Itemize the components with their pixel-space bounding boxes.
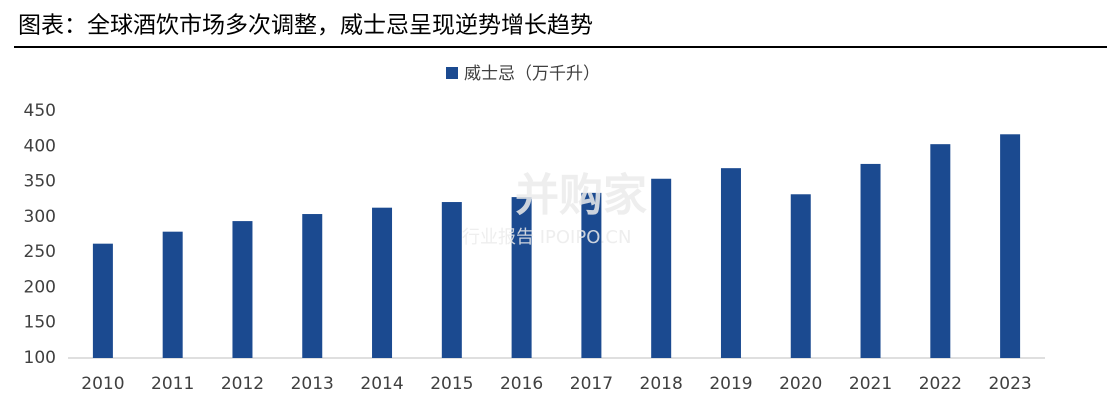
legend-label: 威士忌（万千升）: [464, 64, 600, 84]
bar: [92, 243, 113, 358]
y-tick-label: 200: [24, 277, 56, 297]
bar: [720, 168, 741, 358]
legend-swatch: [446, 67, 458, 79]
watermark-brand: 并购家: [515, 170, 647, 221]
bar: [162, 231, 183, 358]
bar: [581, 192, 602, 358]
chart-title: 图表：全球酒饮市场多次调整，威士忌呈现逆势增长趋势: [18, 13, 593, 39]
x-tick-label: 2021: [849, 374, 892, 394]
bar: [441, 202, 462, 358]
x-tick-label: 2012: [221, 374, 264, 394]
x-tick-label: 2023: [988, 374, 1031, 394]
y-tick-label: 300: [24, 207, 56, 227]
x-tick-label: 2010: [81, 374, 124, 394]
watermark-tagline: 行业报告 IPOIPO.CN: [462, 227, 631, 248]
bar: [232, 221, 253, 358]
x-tick-label: 2022: [919, 374, 962, 394]
y-tick-label: 150: [24, 313, 56, 333]
bar: [790, 194, 811, 358]
x-tick-label: 2013: [291, 374, 334, 394]
x-tick-label: 2014: [360, 374, 403, 394]
bar: [1000, 134, 1021, 358]
y-tick-label: 450: [24, 101, 56, 121]
bar: [860, 163, 881, 358]
bar: [372, 207, 393, 358]
bar: [651, 178, 672, 358]
x-tick-label: 2015: [430, 374, 473, 394]
x-tick-label: 2020: [779, 374, 822, 394]
x-tick-label: 2017: [570, 374, 613, 394]
bar: [511, 197, 532, 358]
x-tick-label: 2019: [709, 374, 752, 394]
x-tick-label: 2016: [500, 374, 543, 394]
y-tick-label: 350: [24, 172, 56, 192]
y-tick-label: 100: [24, 348, 56, 368]
y-tick-label: 400: [24, 136, 56, 156]
bar: [930, 144, 951, 358]
x-tick-label: 2011: [151, 374, 194, 394]
bar: [302, 214, 323, 358]
x-tick-label: 2018: [640, 374, 683, 394]
y-tick-label: 250: [24, 242, 56, 262]
